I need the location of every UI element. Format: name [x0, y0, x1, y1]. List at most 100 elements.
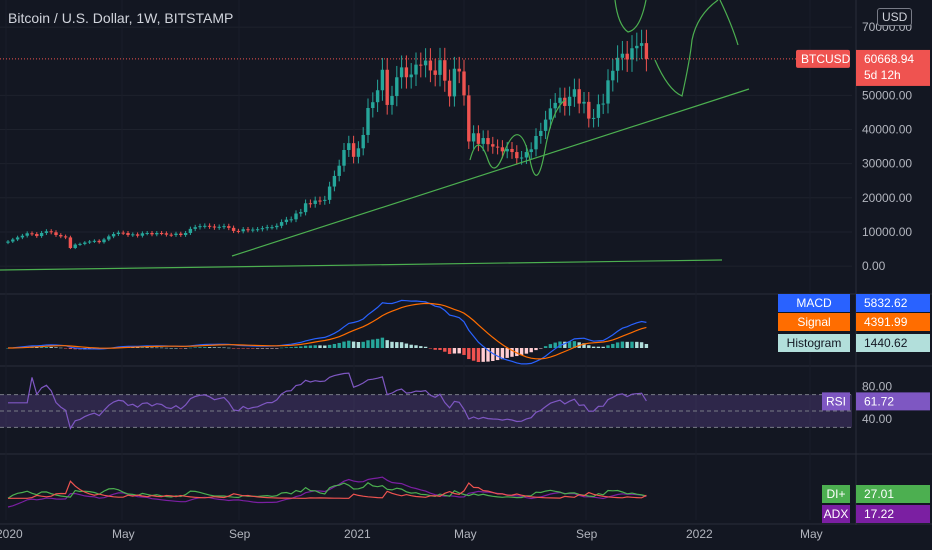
candle	[284, 219, 289, 223]
time-tick-label: Sep	[229, 527, 251, 541]
time-tick-label: Sep	[576, 527, 598, 541]
candle	[78, 243, 82, 245]
candle	[203, 225, 207, 227]
candle	[169, 234, 173, 236]
candle	[207, 225, 212, 227]
macd-histogram-bar	[140, 347, 145, 348]
macd-histogram-bar	[155, 347, 159, 349]
macd-histogram-bar	[255, 348, 260, 349]
candle	[342, 150, 346, 166]
candle	[606, 80, 610, 104]
candle	[423, 60, 428, 66]
candle	[563, 97, 567, 106]
candle	[347, 143, 351, 150]
macd-histogram-bar	[414, 345, 418, 348]
candle	[131, 234, 135, 236]
macd-histogram-bar	[265, 348, 269, 349]
macd-histogram-bar	[635, 341, 639, 348]
candle	[20, 235, 25, 238]
macd-histogram-bar	[606, 345, 610, 348]
macd-histogram-bar	[236, 348, 241, 349]
macd-histogram-bar	[515, 348, 519, 357]
dmi-pane	[7, 476, 647, 508]
candle	[83, 242, 87, 244]
macd-histogram-bar	[639, 342, 644, 348]
macd-histogram-bar	[193, 347, 197, 348]
candle	[591, 117, 596, 119]
macd-histogram-bar	[169, 347, 173, 349]
time-axis	[0, 525, 932, 550]
macd-histogram-bar	[63, 348, 68, 349]
currency-button[interactable]: USD	[877, 8, 913, 26]
candle	[15, 237, 20, 240]
rsi-tick-label: 80.00	[862, 379, 892, 393]
candle	[548, 108, 553, 120]
macd-histogram-bar	[500, 348, 505, 360]
candle	[351, 143, 356, 157]
macd-histogram-bar	[174, 347, 178, 349]
drawn-curve	[719, 0, 739, 46]
candle	[255, 229, 260, 231]
macd-histogram-bar	[419, 346, 423, 348]
price-tick-label: 0.00	[862, 259, 886, 273]
macd-histogram-bar	[188, 347, 193, 349]
price-tick-label: 20000.00	[862, 191, 912, 205]
candle	[260, 228, 265, 230]
candle	[572, 89, 577, 97]
price-tick-label: 40000.00	[862, 123, 912, 137]
chart-title: Bitcoin / U.S. Dollar, 1W, BITSTAMP	[8, 10, 234, 26]
macd-histogram-bar	[495, 348, 500, 361]
macd-label-histogram: Histogram 1440.62	[778, 334, 930, 352]
macd-label-signal: Signal 4391.99	[778, 313, 930, 331]
candle	[73, 244, 77, 248]
macd-histogram-bar	[457, 348, 461, 354]
candle	[102, 239, 106, 243]
macd-histogram-bar	[327, 344, 332, 348]
macd-histogram-bar	[164, 347, 169, 349]
macd-histogram-bar	[505, 348, 509, 358]
macd-histogram-bar	[231, 348, 236, 349]
macd-histogram-bar	[563, 341, 567, 348]
macd-histogram-bar	[270, 348, 274, 349]
candle	[534, 136, 538, 150]
candle	[491, 144, 495, 147]
macd-histogram-bar	[135, 347, 140, 348]
candle	[97, 240, 101, 243]
candle	[332, 175, 337, 187]
macd-label-name: MACD	[796, 296, 832, 310]
time-tick-label: 2022	[686, 527, 713, 541]
macd-histogram-bar	[241, 348, 245, 349]
candle	[217, 226, 221, 228]
candle	[375, 90, 380, 103]
macd-histogram-bar	[183, 348, 188, 349]
macd-histogram-bar	[558, 341, 562, 348]
candle	[625, 53, 629, 60]
candle	[294, 213, 298, 220]
candle	[476, 133, 481, 144]
macd-histogram-bar	[587, 345, 591, 348]
macd-histogram-bar	[543, 346, 548, 348]
macd-histogram-bar	[44, 347, 49, 348]
candle	[30, 233, 34, 235]
candle	[87, 241, 92, 243]
macd-histogram-bar	[275, 348, 279, 349]
price-tick-label: 10000.00	[862, 225, 912, 239]
candle	[179, 233, 183, 236]
candle	[543, 119, 548, 131]
candle	[471, 133, 476, 142]
macd-histogram-bar	[203, 347, 207, 348]
macd-histogram-bar	[323, 345, 327, 348]
candle	[6, 241, 10, 243]
macd-histogram-bar	[620, 341, 625, 348]
candle	[231, 227, 236, 231]
trendline	[0, 259, 723, 271]
macd-histogram-bar	[519, 348, 524, 356]
macd-histogram-bar	[299, 346, 303, 348]
macd-histogram-bar	[68, 348, 73, 349]
candle	[54, 232, 58, 236]
macd-histogram-bar	[59, 347, 63, 349]
macd-histogram-bar	[486, 348, 490, 362]
candle	[486, 138, 490, 145]
candle	[63, 236, 68, 238]
